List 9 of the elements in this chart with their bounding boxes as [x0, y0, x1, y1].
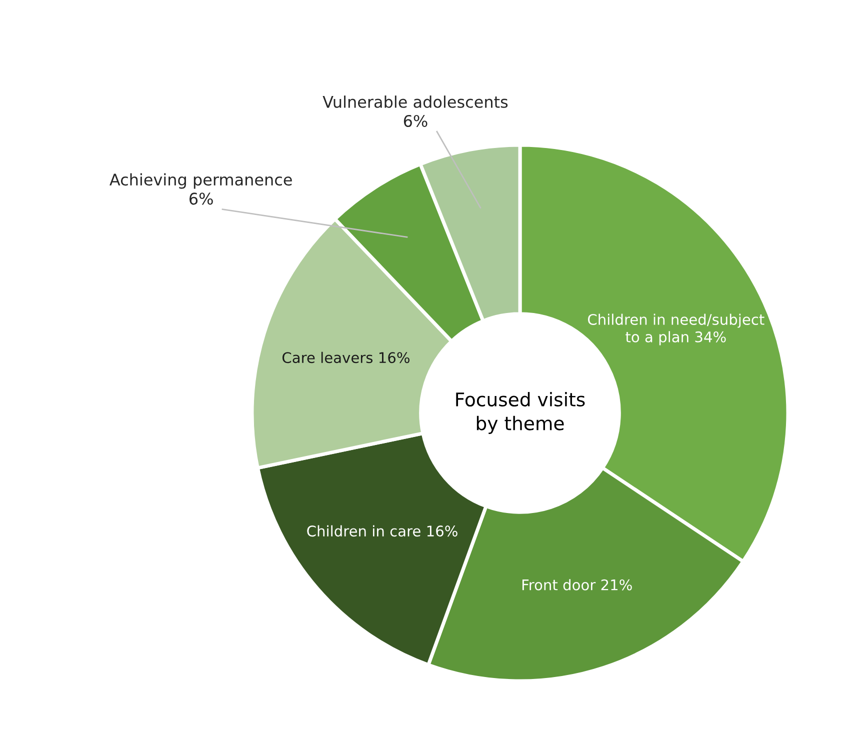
slice-label: Care leavers 16% [282, 352, 410, 364]
slice-label: Children in care 16% [307, 525, 458, 537]
slice-label: Vulnerable adolescents [322, 96, 508, 108]
data-label: 6% [190, 192, 213, 205]
slice-label: Children in need/subject to a plan 34% [588, 314, 764, 346]
text: Focused visits by theme [456, 392, 585, 434]
data-label: 6% [404, 114, 428, 128]
slice-label: Front door 21% [522, 579, 632, 590]
slice-label: Achieving permanence [110, 173, 292, 189]
